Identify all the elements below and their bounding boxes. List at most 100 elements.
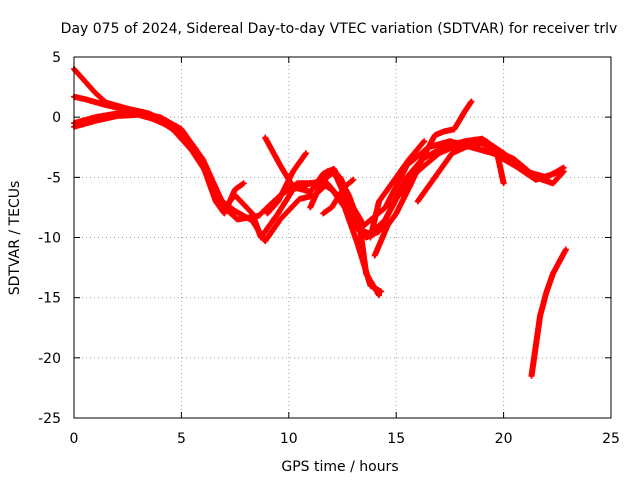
data-point: [450, 151, 454, 155]
data-point: [330, 205, 334, 210]
data-point: [386, 223, 390, 228]
data-point: [379, 290, 383, 294]
data-point: [420, 157, 424, 161]
series-track-10: [367, 138, 428, 241]
data-point: [265, 205, 269, 210]
data-point: [83, 79, 87, 83]
data-point: [308, 190, 312, 194]
data-point: [383, 217, 388, 222]
data-point: [304, 151, 308, 155]
data-point: [276, 211, 280, 216]
data-point: [368, 284, 373, 288]
data-point: [291, 169, 295, 173]
data-point: [115, 114, 119, 118]
y-tick-label: 5: [52, 50, 61, 66]
data-point: [495, 151, 499, 155]
data-point: [242, 181, 246, 185]
y-tick-label: -25: [38, 411, 61, 427]
data-point: [158, 119, 162, 123]
data-point: [276, 199, 280, 203]
data-point: [452, 127, 456, 131]
data-point: [416, 199, 420, 203]
data-point: [278, 163, 282, 167]
data-point: [214, 199, 218, 203]
data-point: [538, 314, 542, 318]
series-track-12: [528, 246, 569, 379]
data-point: [201, 163, 205, 167]
data-point: [355, 241, 360, 246]
data-point: [321, 172, 325, 176]
data-point: [383, 205, 388, 210]
data-point: [407, 157, 411, 161]
data-point: [502, 181, 506, 185]
data-point: [557, 259, 562, 264]
series-track-6: [264, 150, 309, 217]
data-point: [409, 181, 413, 185]
data-point: [343, 185, 347, 189]
x-axis-label: GPS time / hours: [281, 459, 398, 475]
data-point: [179, 133, 183, 137]
data-point: [179, 127, 183, 131]
data-point: [263, 239, 267, 243]
data-point: [104, 103, 108, 107]
series-track-9: [371, 98, 475, 259]
data-point: [319, 181, 323, 185]
data-point: [222, 211, 226, 216]
data-point: [529, 374, 534, 378]
data-point: [330, 187, 334, 191]
data-point: [422, 139, 426, 143]
x-tick-label: 0: [70, 431, 79, 447]
data-point: [93, 91, 98, 95]
data-point: [278, 217, 282, 222]
data-point: [484, 139, 489, 143]
y-tick-label: -20: [38, 351, 61, 367]
x-tick-label: 20: [495, 431, 513, 447]
data-point: [321, 211, 325, 216]
data-point: [377, 199, 381, 203]
y-tick-label: -5: [47, 170, 61, 186]
data-point: [233, 209, 237, 213]
data-point: [441, 130, 446, 134]
data-point: [308, 205, 312, 210]
data-point: [368, 235, 373, 240]
data-point: [364, 235, 368, 240]
data-point: [441, 145, 446, 149]
data-point: [534, 344, 538, 348]
data-point: [562, 166, 566, 170]
chart-title: Day 075 of 2024, Sidereal Day-to-day VTE…: [61, 21, 618, 37]
x-tick-label: 15: [387, 431, 405, 447]
data-point: [433, 133, 437, 137]
data-point: [428, 181, 433, 185]
data-point: [469, 99, 473, 104]
data-point: [394, 211, 398, 216]
data-point: [502, 151, 506, 155]
data-point: [512, 163, 516, 167]
data-point: [235, 217, 239, 222]
data-point: [394, 175, 398, 179]
series-track-8: [320, 176, 357, 217]
data-point: [544, 290, 549, 294]
data-point: [463, 145, 467, 149]
data-point: [295, 181, 299, 185]
data-point: [358, 223, 362, 228]
data-point: [83, 97, 87, 101]
data-point: [405, 175, 409, 179]
data-point: [347, 193, 351, 197]
series-track-11: [414, 138, 507, 205]
y-tick-label: -10: [38, 231, 61, 247]
data-point: [534, 178, 538, 182]
data-point: [291, 185, 295, 189]
y-axis-label: SDTVAR / TECUs: [7, 181, 23, 296]
y-tick-label: 0: [52, 110, 61, 126]
data-point: [551, 272, 555, 276]
data-point: [136, 113, 141, 117]
data-point: [263, 136, 267, 140]
axis-ticks: 0 5 10 15 20 25 -25 -20 -15 -10 -5 0 5: [38, 50, 620, 447]
x-tick-label: 5: [177, 431, 186, 447]
data-point: [343, 205, 347, 210]
data-point: [551, 181, 555, 185]
data-point: [437, 169, 441, 173]
data-point: [377, 293, 381, 297]
